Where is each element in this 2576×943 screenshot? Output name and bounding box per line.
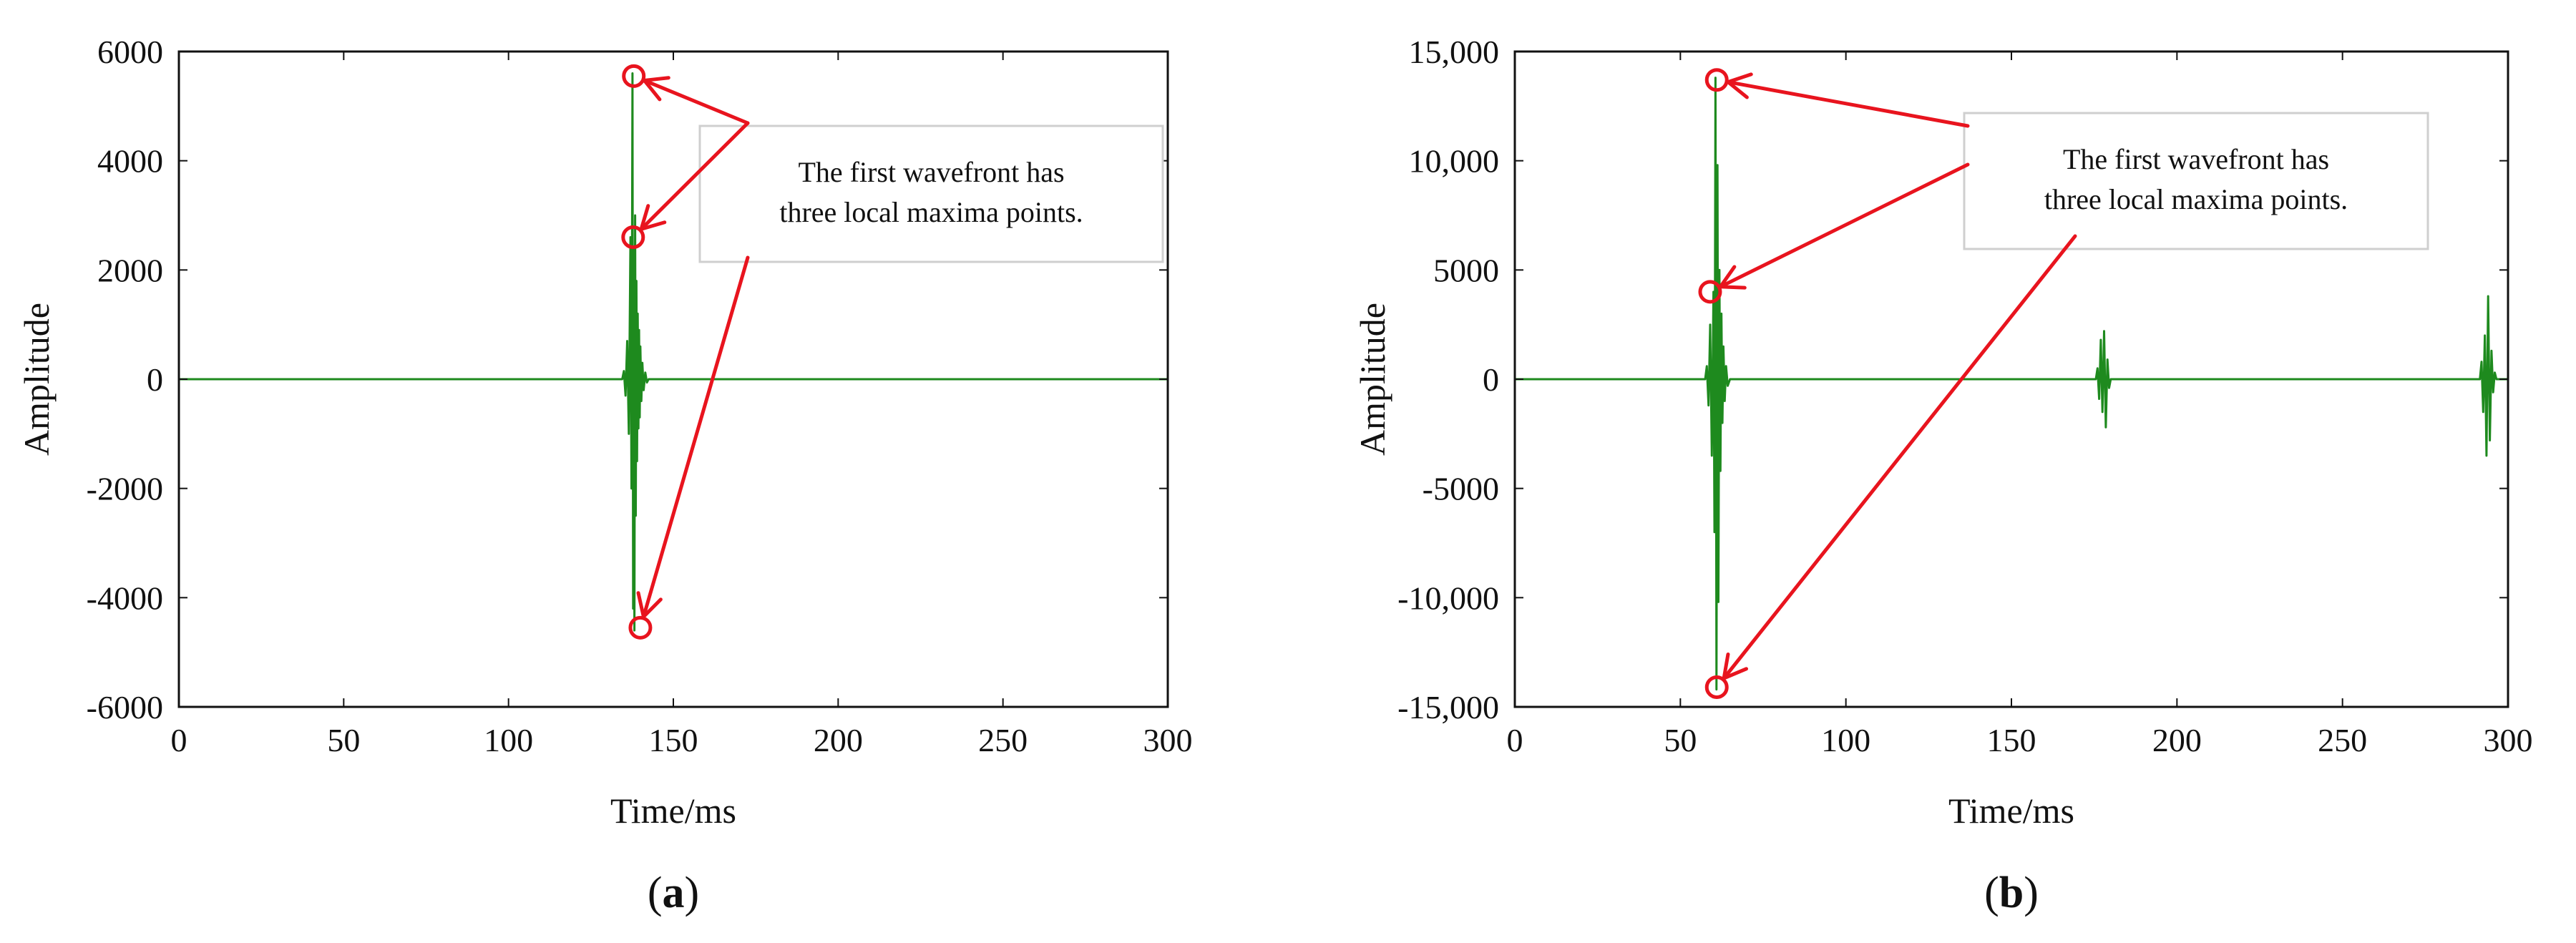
annotation-text-line: The first wavefront has xyxy=(798,156,1064,188)
y-tick-label: -2000 xyxy=(87,471,163,507)
y-tick-label: 0 xyxy=(147,361,163,398)
annotation-arrow xyxy=(1726,80,1970,128)
x-axis-title: Time/ms xyxy=(1948,791,2074,831)
panel-b: 0 50 100 150 200 250 300 -15,000 -10,000 -5000 0 50… xyxy=(1352,34,2533,917)
annotation-arrow xyxy=(1718,162,1970,289)
x-tick-label: 250 xyxy=(2318,722,2367,758)
maxima-marker xyxy=(621,225,645,250)
y-tick-label: 0 xyxy=(1483,361,1499,398)
y-tick-label: 10,000 xyxy=(1409,143,1500,180)
x-tick-label: 300 xyxy=(1143,722,1193,758)
y-tick-label: 15,000 xyxy=(1409,34,1500,70)
y-tick-label: 5000 xyxy=(1433,252,1499,288)
y-axis-title: Amplitude xyxy=(16,303,57,456)
y-tick-label: 6000 xyxy=(97,34,163,70)
annotation-text-line: three local maxima points. xyxy=(2044,183,2348,215)
maxima-marker xyxy=(1698,280,1722,304)
y-tick-label: -15,000 xyxy=(1397,689,1499,725)
x-tick-label: 250 xyxy=(978,722,1028,758)
y-tick-label: 4000 xyxy=(97,143,163,180)
y-tick-label: -5000 xyxy=(1423,471,1499,507)
annotation-arrow xyxy=(641,255,750,619)
signal-trace xyxy=(179,72,1168,632)
x-tick-label: 100 xyxy=(1821,722,1870,758)
maxima-marker xyxy=(622,64,646,88)
x-tick-label: 300 xyxy=(2484,722,2533,758)
annotation-box xyxy=(698,124,1164,263)
annotation-text-line: The first wavefront has xyxy=(2063,143,2329,175)
x-tick-label: 0 xyxy=(171,722,187,758)
annotation-arrow xyxy=(643,78,750,125)
y-axis-title: Amplitude xyxy=(1352,303,1392,456)
x-tick-label: 150 xyxy=(649,722,698,758)
signal-trace xyxy=(1515,77,2508,691)
maxima-marker xyxy=(1704,675,1729,700)
x-tick-label: 50 xyxy=(1664,722,1697,758)
x-tick-label: 50 xyxy=(327,722,360,758)
x-tick-label: 200 xyxy=(2152,722,2202,758)
panel-label: (a) xyxy=(648,869,699,917)
x-axis-title: Time/ms xyxy=(610,791,736,831)
annotation-arrow xyxy=(639,121,750,231)
maxima-marker xyxy=(1704,68,1729,92)
panel-label: (b) xyxy=(1984,869,2039,917)
x-tick-label: 200 xyxy=(814,722,863,758)
x-tick-label: 100 xyxy=(484,722,533,758)
y-tick-label: -10,000 xyxy=(1397,580,1499,616)
x-tick-label: 150 xyxy=(1987,722,2036,758)
annotation-text-line: three local maxima points. xyxy=(779,196,1083,228)
y-tick-label: 2000 xyxy=(97,252,163,288)
panel-a: 0 50 100 150 200 250 300 -6000 -4000 -2000 0 2000 40… xyxy=(16,34,1193,917)
maxima-marker xyxy=(628,615,653,640)
y-tick-label: -6000 xyxy=(87,689,163,725)
annotation-box xyxy=(1963,112,2429,250)
x-tick-label: 0 xyxy=(1507,722,1523,758)
y-tick-label: -4000 xyxy=(87,580,163,616)
annotation-arrow xyxy=(1722,234,2077,680)
